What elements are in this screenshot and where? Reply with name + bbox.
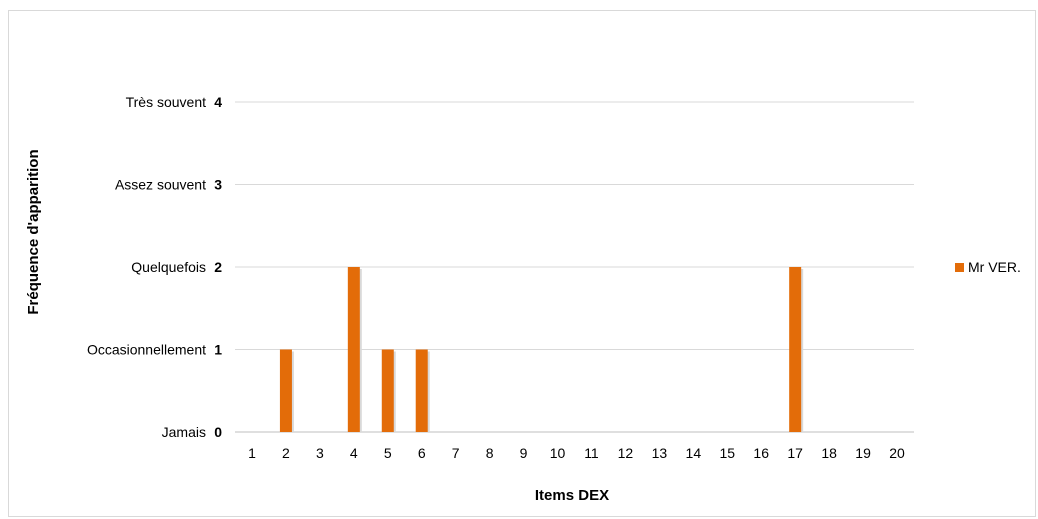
x-tick-label: 12 [618, 445, 634, 461]
x-tick-label: 18 [821, 445, 837, 461]
x-tick-label: 4 [350, 445, 358, 461]
x-tick-label: 5 [384, 445, 392, 461]
bar-item-2 [279, 349, 292, 432]
y-tick-value: 0 [214, 424, 222, 440]
bar-item-17 [789, 267, 802, 432]
x-axis-title: Items DEX [535, 487, 609, 504]
y-tick-label: Quelquefois [131, 259, 206, 275]
legend-swatch [955, 263, 964, 272]
x-tick-label: 10 [550, 445, 566, 461]
x-tick-label: 9 [520, 445, 528, 461]
x-tick-label: 20 [889, 445, 905, 461]
x-tick-label: 2 [282, 445, 290, 461]
y-tick-label: Très souvent [126, 94, 207, 110]
y-tick-value: 3 [214, 177, 222, 193]
x-tick-label: 3 [316, 445, 324, 461]
y-tick-label: Jamais [162, 424, 206, 440]
bar-item-5 [381, 349, 394, 432]
y-tick-value: 2 [214, 259, 222, 275]
x-tick-label: 13 [652, 445, 668, 461]
bar-item-6 [415, 349, 428, 432]
x-tick-label: 6 [418, 445, 426, 461]
y-tick-value: 1 [214, 342, 222, 358]
x-tick-label: 11 [584, 445, 599, 461]
legend: Mr VER. [955, 259, 1021, 275]
y-tick-label: Occasionnellement [87, 342, 206, 358]
x-tick-label: 16 [753, 445, 769, 461]
y-tick-value: 4 [214, 94, 222, 110]
x-tick-label: 17 [787, 445, 803, 461]
x-tick-label: 15 [719, 445, 735, 461]
y-axis-title: Fréquence d'apparition [25, 149, 42, 314]
x-tick-label: 19 [855, 445, 871, 461]
x-tick-label: 7 [452, 445, 460, 461]
bars [279, 267, 804, 432]
x-tick-label: 14 [686, 445, 702, 461]
y-tick-label: Assez souvent [115, 177, 206, 193]
x-tick-label: 8 [486, 445, 494, 461]
y-axis-ticks: 0 Jamais 1 Occasionnellement 2 Quelquefois 3 As… [87, 94, 222, 440]
gridlines [235, 101, 914, 433]
legend-label: Mr VER. [968, 259, 1021, 275]
bar-item-4 [347, 267, 360, 432]
x-tick-label: 1 [248, 445, 256, 461]
x-axis-ticks: 1 2 3 4 5 6 7 8 9 10 11 12 13 14 15 16 17 18 19 20 [248, 445, 905, 461]
